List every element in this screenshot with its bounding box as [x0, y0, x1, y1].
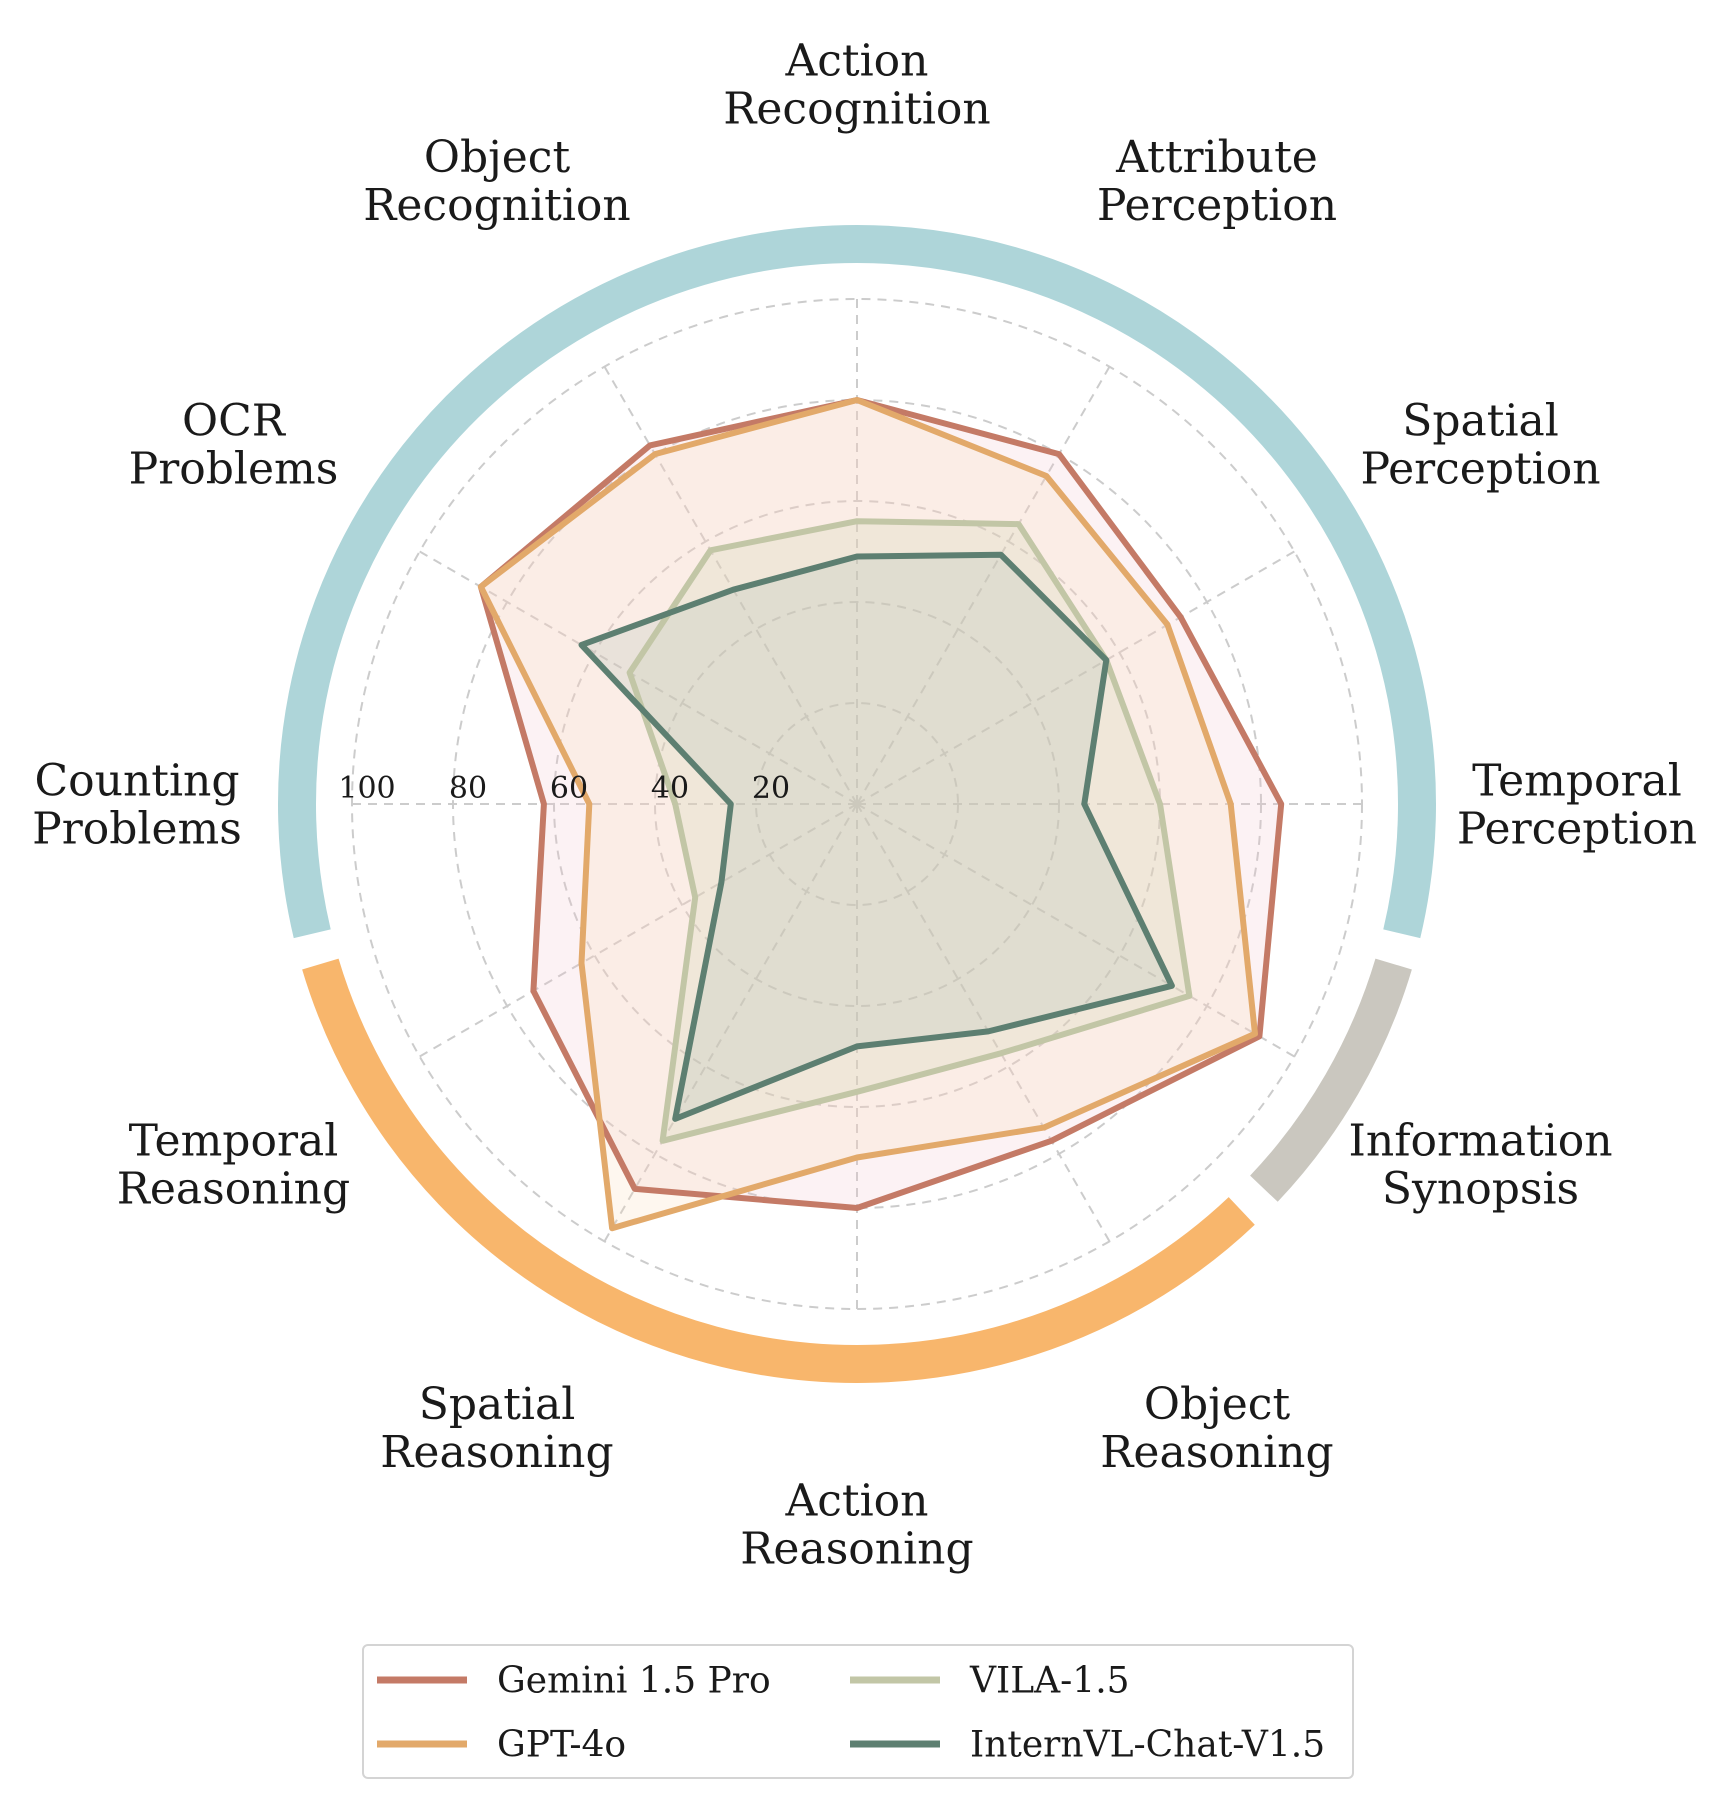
axis-label-10: OCR Problems: [129, 395, 339, 494]
axis-label-7: Spatial Reasoning: [380, 1379, 613, 1478]
axis-label-line: Reasoning: [1100, 1427, 1333, 1478]
grid-circle-40: [654, 601, 1060, 1007]
series-line-1: [477, 397, 1258, 1232]
axis-label-0: Action Recognition: [723, 35, 990, 134]
grid-spoke-7: [603, 803, 858, 1242]
legend: Gemini 1.5 Pro GPT-4o VILA-1.5 InternVL-Cha…: [362, 1644, 1354, 1779]
legend-frame: [362, 1644, 1354, 1779]
axis-label-line: Object: [1144, 1379, 1291, 1430]
axis-label-line: Reasoning: [380, 1427, 613, 1478]
axis-label-line: Synopsis: [1382, 1163, 1579, 1214]
grid-spoke-8: [419, 803, 858, 1058]
r-tick-label: 60: [550, 771, 588, 806]
axis-label-line: Perception: [1457, 803, 1697, 854]
r-tick-label: 40: [651, 771, 689, 806]
axis-label-line: Object: [424, 132, 571, 183]
legend-label-2: VILA-1.5: [969, 1661, 1130, 1702]
legend-label-0: Gemini 1.5 Pro: [497, 1661, 771, 1702]
axis-label-line: Reasoning: [740, 1523, 973, 1574]
axis-label-11: Object Recognition: [363, 132, 630, 231]
axis-label-8: Temporal Reasoning: [117, 1115, 350, 1214]
category-bands: [278, 225, 1436, 1383]
legend-label-3: InternVL-Chat-V1.5: [970, 1725, 1325, 1766]
axis-label-line: Action: [785, 35, 929, 86]
axis-label-line: Temporal: [129, 1115, 339, 1166]
series-fill-3: [581, 554, 1172, 1119]
axis-label-line: Perception: [1097, 180, 1337, 231]
grid-spoke-10: [419, 550, 858, 805]
axis-label-1: Attribute Perception: [1097, 132, 1337, 231]
axis-label-9: Counting Problems: [32, 755, 242, 854]
axis-label-line: Temporal: [1472, 755, 1682, 806]
axis-label-line: Attribute: [1115, 132, 1318, 183]
radial-tick-labels: 20 40 60 80 100: [338, 771, 790, 806]
legend-label-1: GPT-4o: [497, 1725, 626, 1766]
grid-spoke-2: [856, 550, 1295, 805]
grid-spoke-4: [856, 803, 1295, 1058]
series-line-3: [578, 551, 1175, 1122]
axis-label-line: Information: [1348, 1115, 1612, 1166]
axis-label-line: Spatial: [1402, 395, 1559, 446]
axis-label-line: Recognition: [723, 83, 990, 134]
category-band-2: [302, 958, 1255, 1383]
axis-label-6: Action Reasoning: [740, 1475, 973, 1574]
axis-label-line: Recognition: [363, 180, 630, 231]
series-fill-2: [629, 521, 1190, 1141]
radar-series: [477, 397, 1285, 1232]
axis-label-line: Reasoning: [117, 1163, 350, 1214]
axis-label-line: Problems: [32, 803, 242, 854]
axis-label-4: Information Synopsis: [1348, 1115, 1612, 1214]
axis-label-line: Perception: [1360, 443, 1600, 494]
grid-spoke-5: [856, 803, 1111, 1242]
r-tick-label: 80: [449, 771, 487, 806]
axis-label-3: Temporal Perception: [1457, 755, 1697, 854]
axis-label-2: Spatial Perception: [1360, 395, 1600, 494]
axis-label-line: Spatial: [419, 1379, 576, 1430]
axis-label-5: Object Reasoning: [1100, 1379, 1333, 1478]
r-tick-label: 100: [338, 771, 395, 806]
category-band-0: [278, 225, 1436, 939]
axis-label-line: Problems: [129, 443, 339, 494]
axis-label-line: Counting: [34, 755, 239, 806]
category-band-1: [1250, 958, 1412, 1202]
axis-label-line: OCR: [182, 395, 287, 446]
axis-label-line: Action: [785, 1475, 929, 1526]
r-tick-label: 20: [752, 771, 790, 806]
grid-spoke-1: [856, 366, 1111, 805]
grid-spoke-11: [603, 366, 858, 805]
